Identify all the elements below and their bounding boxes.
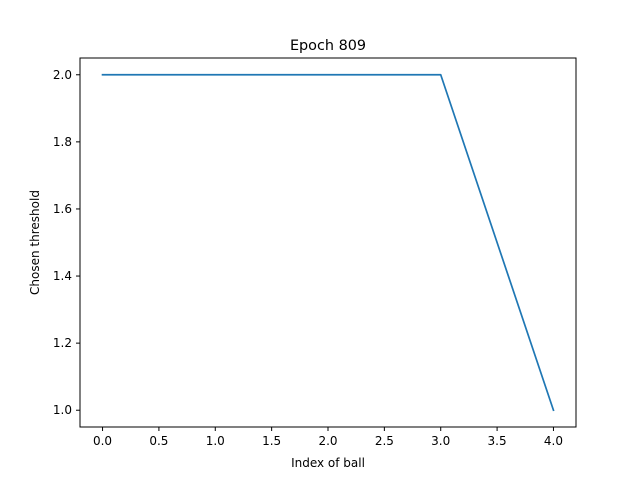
y-axis-label: Chosen threshold [28,190,42,295]
y-tick-label: 1.0 [53,403,72,417]
y-tick-label: 1.8 [53,135,72,149]
y-tick-label: 1.6 [53,202,72,216]
y-tick-label: 2.0 [53,68,72,82]
plot-area-background [80,58,576,427]
y-tick-label: 1.2 [53,336,72,350]
x-tick-label: 3.5 [488,434,507,448]
chart-title: Epoch 809 [290,38,366,54]
x-tick-label: 3.0 [431,434,450,448]
x-tick-label: 4.0 [544,434,563,448]
x-axis-label: Index of ball [291,456,365,470]
x-tick-label: 2.0 [318,434,337,448]
x-tick-label: 0.0 [93,434,112,448]
x-tick-label: 0.5 [149,434,168,448]
y-tick-label: 1.4 [53,269,72,283]
x-tick-label: 1.5 [262,434,281,448]
x-tick-label: 1.0 [206,434,225,448]
x-tick-label: 2.5 [375,434,394,448]
